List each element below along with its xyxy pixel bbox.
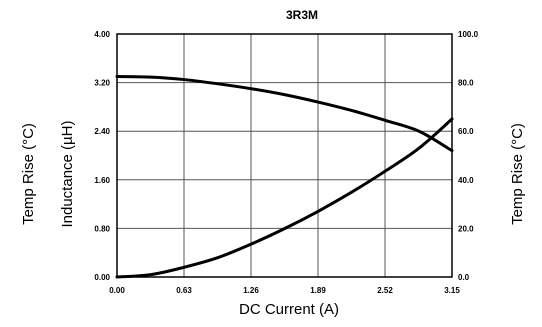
x-tick-label: 1.89 xyxy=(310,286,326,295)
plot-frame xyxy=(116,33,453,278)
y-left-tick-label: 3.20 xyxy=(94,79,110,88)
series-layer xyxy=(115,75,454,279)
x-axis-label: DC Current (A) xyxy=(239,301,339,318)
y-right-tick-label: 60.0 xyxy=(458,127,474,136)
y-right-tick-label: 100.0 xyxy=(458,30,479,39)
grid-layer xyxy=(116,33,453,278)
x-tick-label: 0.00 xyxy=(109,286,125,295)
y-left-tick-label: 1.60 xyxy=(94,176,110,185)
y-left-tick-label: 4.00 xyxy=(94,30,110,39)
temp-rise-line xyxy=(115,117,454,279)
y-axis-label-left-inner: Inductance (µH) xyxy=(59,120,76,227)
y-right-tick-label: 0.0 xyxy=(458,273,470,282)
inductance-line xyxy=(115,75,454,153)
y-left-tick-label: 0.80 xyxy=(94,224,110,233)
x-tick-label: 3.15 xyxy=(444,286,460,295)
y-left-tick-label: 2.40 xyxy=(94,127,110,136)
x-tick-label: 2.52 xyxy=(377,286,393,295)
y-right-tick-label: 20.0 xyxy=(458,224,474,233)
x-tick-label: 0.63 xyxy=(176,286,192,295)
y-axis-label-left-outer: Temp Rise (°C) xyxy=(20,123,37,225)
tick-layer: 0.00 0.63 1.26 1.89 2.52 3.15 0.00 0.80 1.60 2.40… xyxy=(94,30,478,295)
y-axis-label-right: Temp Rise (°C) xyxy=(509,123,526,225)
y-left-tick-label: 0.00 xyxy=(94,273,110,282)
y-right-tick-label: 80.0 xyxy=(458,79,474,88)
chart-title: 3R3M xyxy=(286,8,318,22)
x-tick-label: 1.26 xyxy=(243,286,259,295)
y-right-tick-label: 40.0 xyxy=(458,176,474,185)
